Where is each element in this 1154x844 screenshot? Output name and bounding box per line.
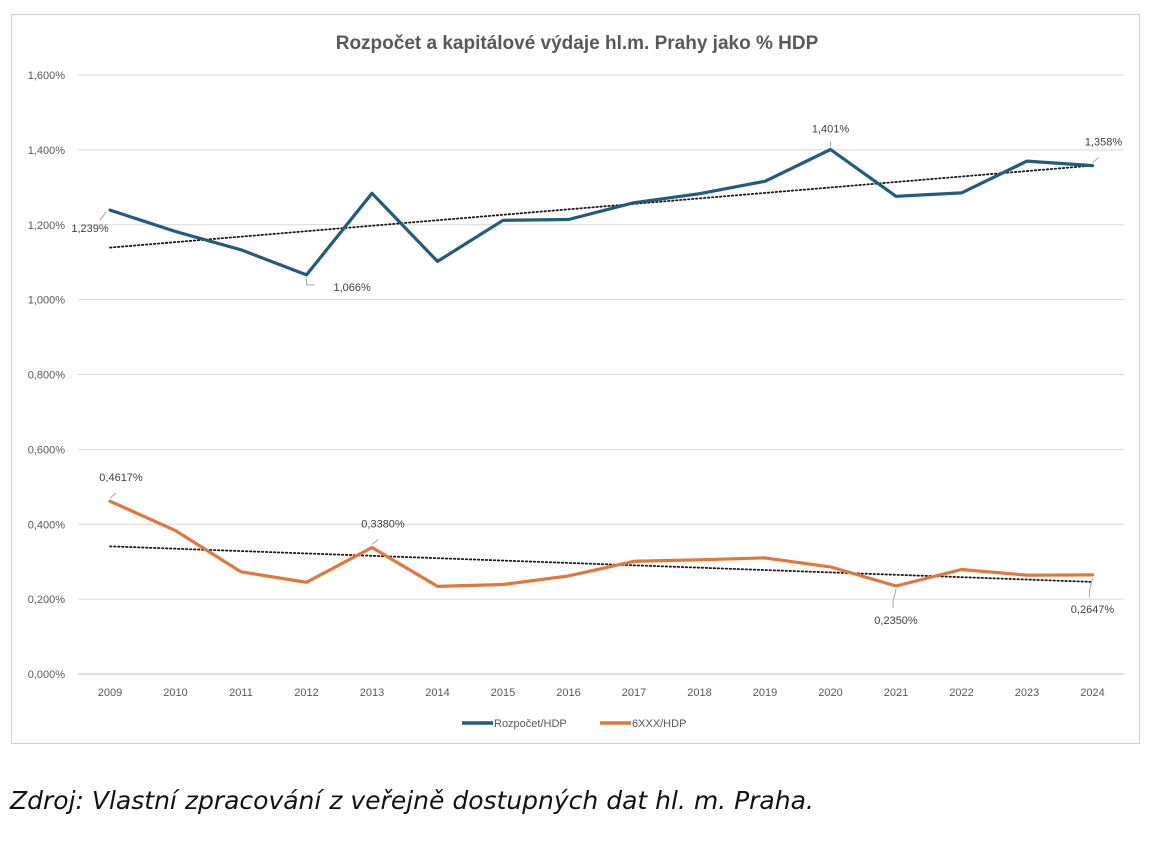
x-tick-label: 2014 <box>425 687 449 699</box>
x-tick-label: 2018 <box>687 687 711 699</box>
legend-label: 6XXX/HDP <box>632 718 686 730</box>
chart-frame: Rozpočet a kapitálové výdaje hl.m. Prahy… <box>11 14 1140 744</box>
x-tick-label: 2011 <box>229 687 253 699</box>
x-tick-label: 2009 <box>98 687 122 699</box>
legend: Rozpočet/HDP 6XXX/HDP <box>462 718 686 730</box>
x-tick-label: 2016 <box>556 687 580 699</box>
line-chart: Rozpočet a kapitálové výdaje hl.m. Prahy… <box>28 33 1124 730</box>
y-tick-label: 1,000% <box>28 295 66 307</box>
y-axis-ticks: 0,000% 0,200% 0,400% 0,600% 0,800% 1,000% 1,20… <box>28 70 66 681</box>
y-tick-label: 0,600% <box>28 444 66 456</box>
x-tick-label: 2017 <box>622 687 646 699</box>
trendline <box>109 164 1094 249</box>
y-tick-label: 1,600% <box>28 70 66 82</box>
x-tick-label: 2021 <box>884 687 908 699</box>
series-line <box>108 147 1095 277</box>
y-tick-label: 0,200% <box>28 594 66 606</box>
data-label: 0,2647% <box>1071 604 1115 616</box>
legend-label: Rozpočet/HDP <box>494 718 567 730</box>
chart-title: Rozpočet a kapitálové výdaje hl.m. Prahy… <box>336 33 819 54</box>
source-note: Zdroj: Vlastní zpracování z veřejně dost… <box>10 786 814 815</box>
series-lines <box>108 147 1095 589</box>
x-tick-label: 2019 <box>753 687 777 699</box>
data-label: 0,4617% <box>99 472 143 484</box>
data-label-leader <box>371 539 379 545</box>
x-tick-label: 2010 <box>163 687 187 699</box>
data-label: 0,3380% <box>361 518 405 530</box>
data-labels: 1,239% 1,066% 1,401% 1,358% 0,4617% 0,3380% 0,… <box>71 124 1122 628</box>
x-axis-ticks: 2009 2010 2011 2012 2013 2014 2015 2016 2017 2018… <box>98 687 1105 699</box>
x-tick-label: 2020 <box>818 687 842 699</box>
data-label: 1,239% <box>71 223 109 235</box>
x-tick-label: 2012 <box>294 687 318 699</box>
data-label: 1,401% <box>812 124 850 136</box>
data-label: 0,2350% <box>874 615 918 627</box>
data-label-leader <box>1089 577 1093 597</box>
x-tick-label: 2023 <box>1015 687 1039 699</box>
trendlines <box>109 164 1094 583</box>
trendline <box>109 545 1094 583</box>
x-tick-label: 2013 <box>360 687 384 699</box>
series-line <box>108 499 1095 589</box>
data-label-leader <box>306 278 315 286</box>
y-tick-label: 1,400% <box>28 145 66 157</box>
x-tick-label: 2024 <box>1080 687 1104 699</box>
y-tick-label: 0,400% <box>28 519 66 531</box>
data-label-leader <box>1092 157 1099 163</box>
data-label: 1,066% <box>334 282 372 294</box>
x-tick-label: 2015 <box>491 687 515 699</box>
y-tick-label: 0,800% <box>28 370 66 382</box>
data-label-leader <box>892 588 897 609</box>
data-label-leader <box>99 211 107 221</box>
y-tick-label: 1,200% <box>28 220 66 232</box>
gridlines <box>78 74 1124 675</box>
data-label-leader <box>109 492 117 499</box>
y-tick-label: 0,000% <box>28 669 66 681</box>
x-tick-label: 2022 <box>949 687 973 699</box>
data-label: 1,358% <box>1085 137 1123 149</box>
